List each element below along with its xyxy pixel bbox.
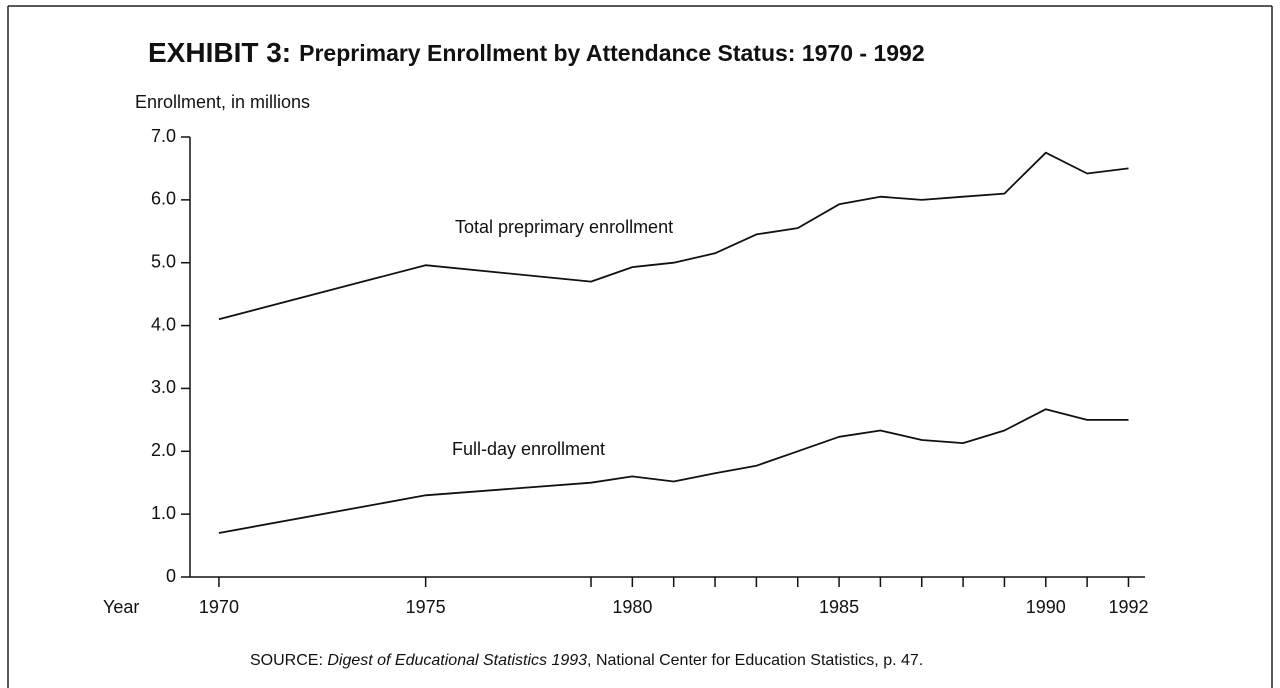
x-tick-label: 1990 xyxy=(1026,597,1066,617)
x-tick-label: 1980 xyxy=(612,597,652,617)
title-text: Preprimary Enrollment by Attendance Stat… xyxy=(299,40,924,66)
y-tick-label: 1.0 xyxy=(151,503,176,523)
x-tick-label: 1985 xyxy=(819,597,859,617)
source-title: Digest of Educational Statistics 1993 xyxy=(327,652,587,669)
x-tick-label: 1970 xyxy=(199,597,239,617)
series-line xyxy=(218,408,1129,534)
y-tick-label: 7.0 xyxy=(151,126,176,146)
source-rest: , National Center for Education Statisti… xyxy=(587,652,923,669)
chart-title: EXHIBIT 3: Preprimary Enrollment by Atten… xyxy=(148,37,925,68)
x-tick-label: 1975 xyxy=(406,597,446,617)
y-tick-label: 6.0 xyxy=(151,189,176,209)
y-tick-label: 4.0 xyxy=(151,314,176,334)
series-label: Total preprimary enrollment xyxy=(455,217,673,237)
y-tick-label: 3.0 xyxy=(151,377,176,397)
exhibit-label: EXHIBIT 3: xyxy=(148,37,291,68)
x-tick-label: 1992 xyxy=(1108,597,1148,617)
y-axis-label: Enrollment, in millions xyxy=(135,92,310,112)
series-label: Full-day enrollment xyxy=(452,439,605,459)
x-axis-label: Year xyxy=(103,597,139,617)
y-tick-label: 5.0 xyxy=(151,251,176,271)
source-note: SOURCE: Digest of Educational Statistics… xyxy=(250,652,923,669)
series-line xyxy=(218,151,1129,321)
y-tick-label: 2.0 xyxy=(151,440,176,460)
source-prefix: SOURCE: xyxy=(250,652,327,669)
y-tick-label: 0 xyxy=(166,566,176,586)
